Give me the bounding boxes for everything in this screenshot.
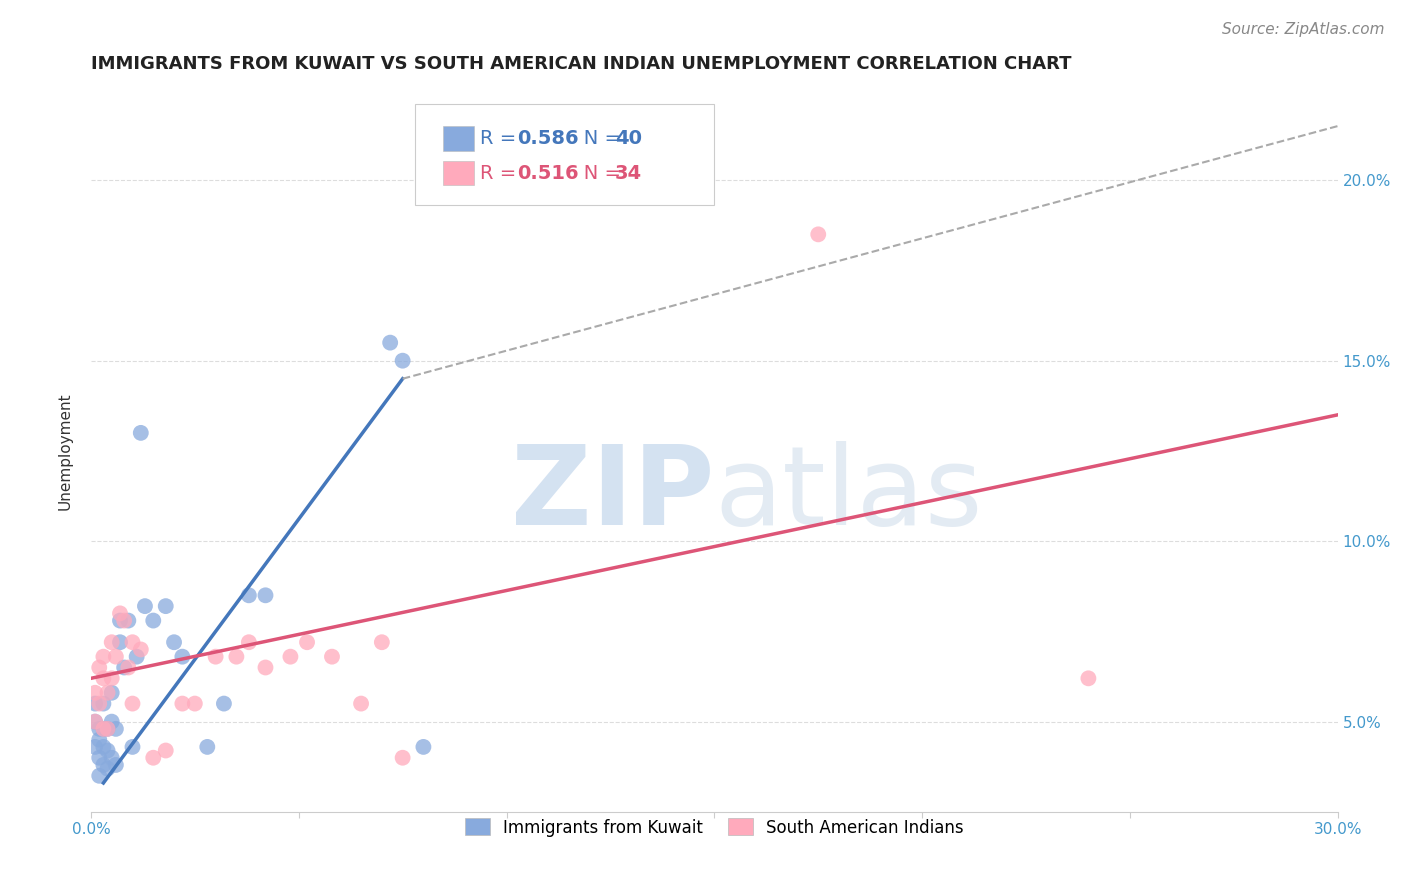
Point bbox=[254, 588, 277, 602]
Text: R =: R = bbox=[479, 163, 523, 183]
Point bbox=[93, 671, 115, 685]
Point bbox=[163, 635, 186, 649]
Point bbox=[391, 750, 413, 764]
Point bbox=[100, 686, 122, 700]
Point bbox=[142, 614, 165, 628]
Point bbox=[84, 686, 107, 700]
Point bbox=[254, 660, 277, 674]
Text: ZIP: ZIP bbox=[510, 441, 714, 548]
Point bbox=[100, 750, 122, 764]
Point bbox=[84, 714, 107, 729]
Point bbox=[350, 697, 373, 711]
Text: R =: R = bbox=[479, 129, 523, 148]
Point bbox=[89, 660, 111, 674]
Text: 0.586: 0.586 bbox=[517, 129, 579, 148]
Point bbox=[93, 722, 115, 736]
Point bbox=[89, 750, 111, 764]
Point bbox=[96, 722, 118, 736]
Point bbox=[93, 739, 115, 754]
Point bbox=[321, 649, 343, 664]
Point bbox=[112, 614, 135, 628]
Point bbox=[96, 743, 118, 757]
Point bbox=[238, 588, 260, 602]
Point bbox=[195, 739, 218, 754]
Point bbox=[204, 649, 226, 664]
Point bbox=[108, 635, 131, 649]
Point bbox=[112, 660, 135, 674]
Point bbox=[100, 635, 122, 649]
Text: 34: 34 bbox=[614, 163, 641, 183]
Point bbox=[280, 649, 302, 664]
Point bbox=[1077, 671, 1099, 685]
Point bbox=[89, 769, 111, 783]
Text: 40: 40 bbox=[614, 129, 641, 148]
Point bbox=[121, 635, 143, 649]
Point bbox=[89, 732, 111, 747]
Point bbox=[93, 722, 115, 736]
Point bbox=[295, 635, 318, 649]
Point bbox=[371, 635, 394, 649]
Text: atlas: atlas bbox=[714, 441, 983, 548]
Point bbox=[96, 762, 118, 776]
Point bbox=[108, 614, 131, 628]
Point bbox=[104, 758, 127, 772]
Text: IMMIGRANTS FROM KUWAIT VS SOUTH AMERICAN INDIAN UNEMPLOYMENT CORRELATION CHART: IMMIGRANTS FROM KUWAIT VS SOUTH AMERICAN… bbox=[91, 55, 1071, 73]
Point bbox=[84, 739, 107, 754]
Point bbox=[142, 750, 165, 764]
Point bbox=[225, 649, 247, 664]
Point bbox=[238, 635, 260, 649]
Point bbox=[807, 227, 830, 242]
Point bbox=[155, 599, 177, 614]
Point bbox=[129, 425, 152, 440]
Point bbox=[134, 599, 156, 614]
FancyBboxPatch shape bbox=[443, 161, 474, 186]
Point bbox=[391, 353, 413, 368]
Point bbox=[84, 714, 107, 729]
Point bbox=[172, 697, 194, 711]
FancyBboxPatch shape bbox=[415, 104, 714, 205]
Text: Source: ZipAtlas.com: Source: ZipAtlas.com bbox=[1222, 22, 1385, 37]
Point bbox=[96, 686, 118, 700]
Point bbox=[100, 714, 122, 729]
Y-axis label: Unemployment: Unemployment bbox=[58, 392, 72, 509]
Point bbox=[172, 649, 194, 664]
FancyBboxPatch shape bbox=[443, 127, 474, 151]
Point bbox=[412, 739, 434, 754]
Point bbox=[93, 649, 115, 664]
Point bbox=[121, 739, 143, 754]
Point bbox=[93, 758, 115, 772]
Point bbox=[129, 642, 152, 657]
Point bbox=[155, 743, 177, 757]
Point bbox=[89, 697, 111, 711]
Text: N =: N = bbox=[565, 129, 627, 148]
Point bbox=[380, 335, 402, 350]
Point bbox=[93, 697, 115, 711]
Point bbox=[125, 649, 148, 664]
Point bbox=[104, 649, 127, 664]
Point bbox=[100, 671, 122, 685]
Point bbox=[121, 697, 143, 711]
Point bbox=[117, 614, 139, 628]
Text: 0.516: 0.516 bbox=[517, 163, 579, 183]
Point bbox=[108, 607, 131, 621]
Text: N =: N = bbox=[565, 163, 627, 183]
Point bbox=[184, 697, 207, 711]
Legend: Immigrants from Kuwait, South American Indians: Immigrants from Kuwait, South American I… bbox=[458, 812, 970, 843]
Point bbox=[212, 697, 235, 711]
Point bbox=[117, 660, 139, 674]
Point bbox=[89, 722, 111, 736]
Point bbox=[104, 722, 127, 736]
Point bbox=[84, 697, 107, 711]
Point bbox=[96, 722, 118, 736]
